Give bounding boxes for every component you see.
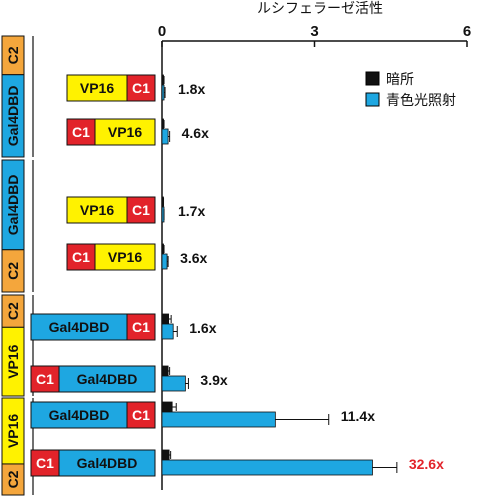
side-segment-vp16 — [1, 326, 25, 397]
construct-box-c1 — [126, 74, 156, 102]
legend-label-dark: 暗所 — [386, 71, 414, 87]
legend-swatch-dark — [365, 71, 380, 86]
bar-dark — [161, 365, 169, 377]
fold-label: 1.8x — [178, 81, 205, 97]
fold-label: 32.6x — [409, 456, 444, 472]
fold-label: 11.4x — [341, 408, 375, 424]
side-segment-gal4dbd — [1, 74, 25, 158]
bar-light — [161, 411, 276, 428]
bar-dark — [161, 401, 173, 413]
construct-label: C1 — [132, 319, 150, 335]
construct-box-vp16 — [94, 243, 156, 271]
bar-dark — [161, 449, 170, 461]
fold-labels: 1.8x 4.6x 1.7x 3.6x 1.6x 3.9x 11.4x 32.6x — [178, 81, 444, 472]
construct-label: Gal4DBD — [49, 407, 110, 423]
construct-box-c1 — [66, 243, 96, 271]
side-label: VP16 — [5, 414, 21, 448]
construct-label: C1 — [132, 202, 150, 218]
construct-label: Gal4DBD — [77, 371, 138, 387]
legend: 暗所 青色光照射 — [365, 71, 456, 108]
bar-dark — [161, 313, 170, 325]
side-label: Gal4DBD — [5, 86, 21, 147]
construct-label: C1 — [36, 371, 54, 387]
legend-swatch-light — [365, 92, 380, 107]
construct-box-c1 — [126, 401, 156, 429]
construct-box-gal4dbd — [58, 449, 156, 477]
bar-light — [161, 128, 169, 145]
side-label: VP16 — [5, 344, 21, 378]
construct-label: Gal4DBD — [77, 455, 138, 471]
legend-label-light: 青色光照射 — [386, 92, 456, 108]
side-labels: C2 Gal4DBD Gal4DBD C2 C2 VP16 VP16 C2 — [1, 35, 34, 496]
bar-light — [161, 253, 168, 270]
bar-light — [161, 323, 174, 340]
construct-diagrams: VP16 C1 C1 VP16 VP16 C1 C1 VP16 Gal4DBD C1 C1 Gal4D… — [30, 74, 156, 477]
side-segment-c2 — [1, 249, 25, 293]
chart-title: ルシフェラーゼ活性 — [257, 0, 383, 16]
bar-light — [161, 84, 165, 101]
construct-box-gal4dbd — [30, 313, 128, 341]
bar-dark — [161, 243, 164, 255]
construct-box-gal4dbd — [58, 365, 156, 393]
fold-label: 1.6x — [189, 320, 216, 336]
side-label: Gal4DBD — [5, 175, 21, 236]
side-label: C2 — [5, 262, 21, 280]
side-label: C2 — [5, 46, 21, 64]
bars — [161, 74, 398, 476]
construct-label: VP16 — [80, 202, 114, 218]
construct-label: VP16 — [108, 249, 142, 265]
construct-box-vp16 — [94, 118, 156, 146]
construct-box-vp16 — [66, 196, 128, 224]
bar-light — [161, 459, 373, 476]
construct-box-c1 — [126, 313, 156, 341]
construct-label: C1 — [36, 455, 54, 471]
construct-box-gal4dbd — [30, 401, 128, 429]
fold-label: 1.7x — [178, 203, 205, 219]
side-label: C2 — [5, 470, 21, 488]
construct-label: C1 — [132, 407, 150, 423]
construct-label: C1 — [132, 80, 150, 96]
construct-label: C1 — [72, 124, 90, 140]
x-tick-label: 0 — [158, 23, 166, 40]
construct-box-vp16 — [66, 74, 128, 102]
construct-label: Gal4DBD — [49, 319, 110, 335]
construct-label: VP16 — [80, 80, 114, 96]
bar-dark — [161, 118, 164, 130]
bar-light — [161, 375, 186, 392]
construct-label: VP16 — [108, 124, 142, 140]
x-tick-label: 6 — [463, 23, 471, 40]
construct-box-c1 — [126, 196, 156, 224]
side-label: C2 — [5, 302, 21, 320]
construct-label: C1 — [72, 249, 90, 265]
fold-label: 4.6x — [182, 125, 209, 141]
side-segment-c2 — [1, 463, 25, 496]
fold-label: 3.9x — [200, 372, 227, 388]
fold-label: 3.6x — [180, 250, 207, 266]
construct-box-c1 — [30, 365, 60, 393]
construct-box-c1 — [66, 118, 96, 146]
x-tick-label: 3 — [310, 23, 318, 40]
